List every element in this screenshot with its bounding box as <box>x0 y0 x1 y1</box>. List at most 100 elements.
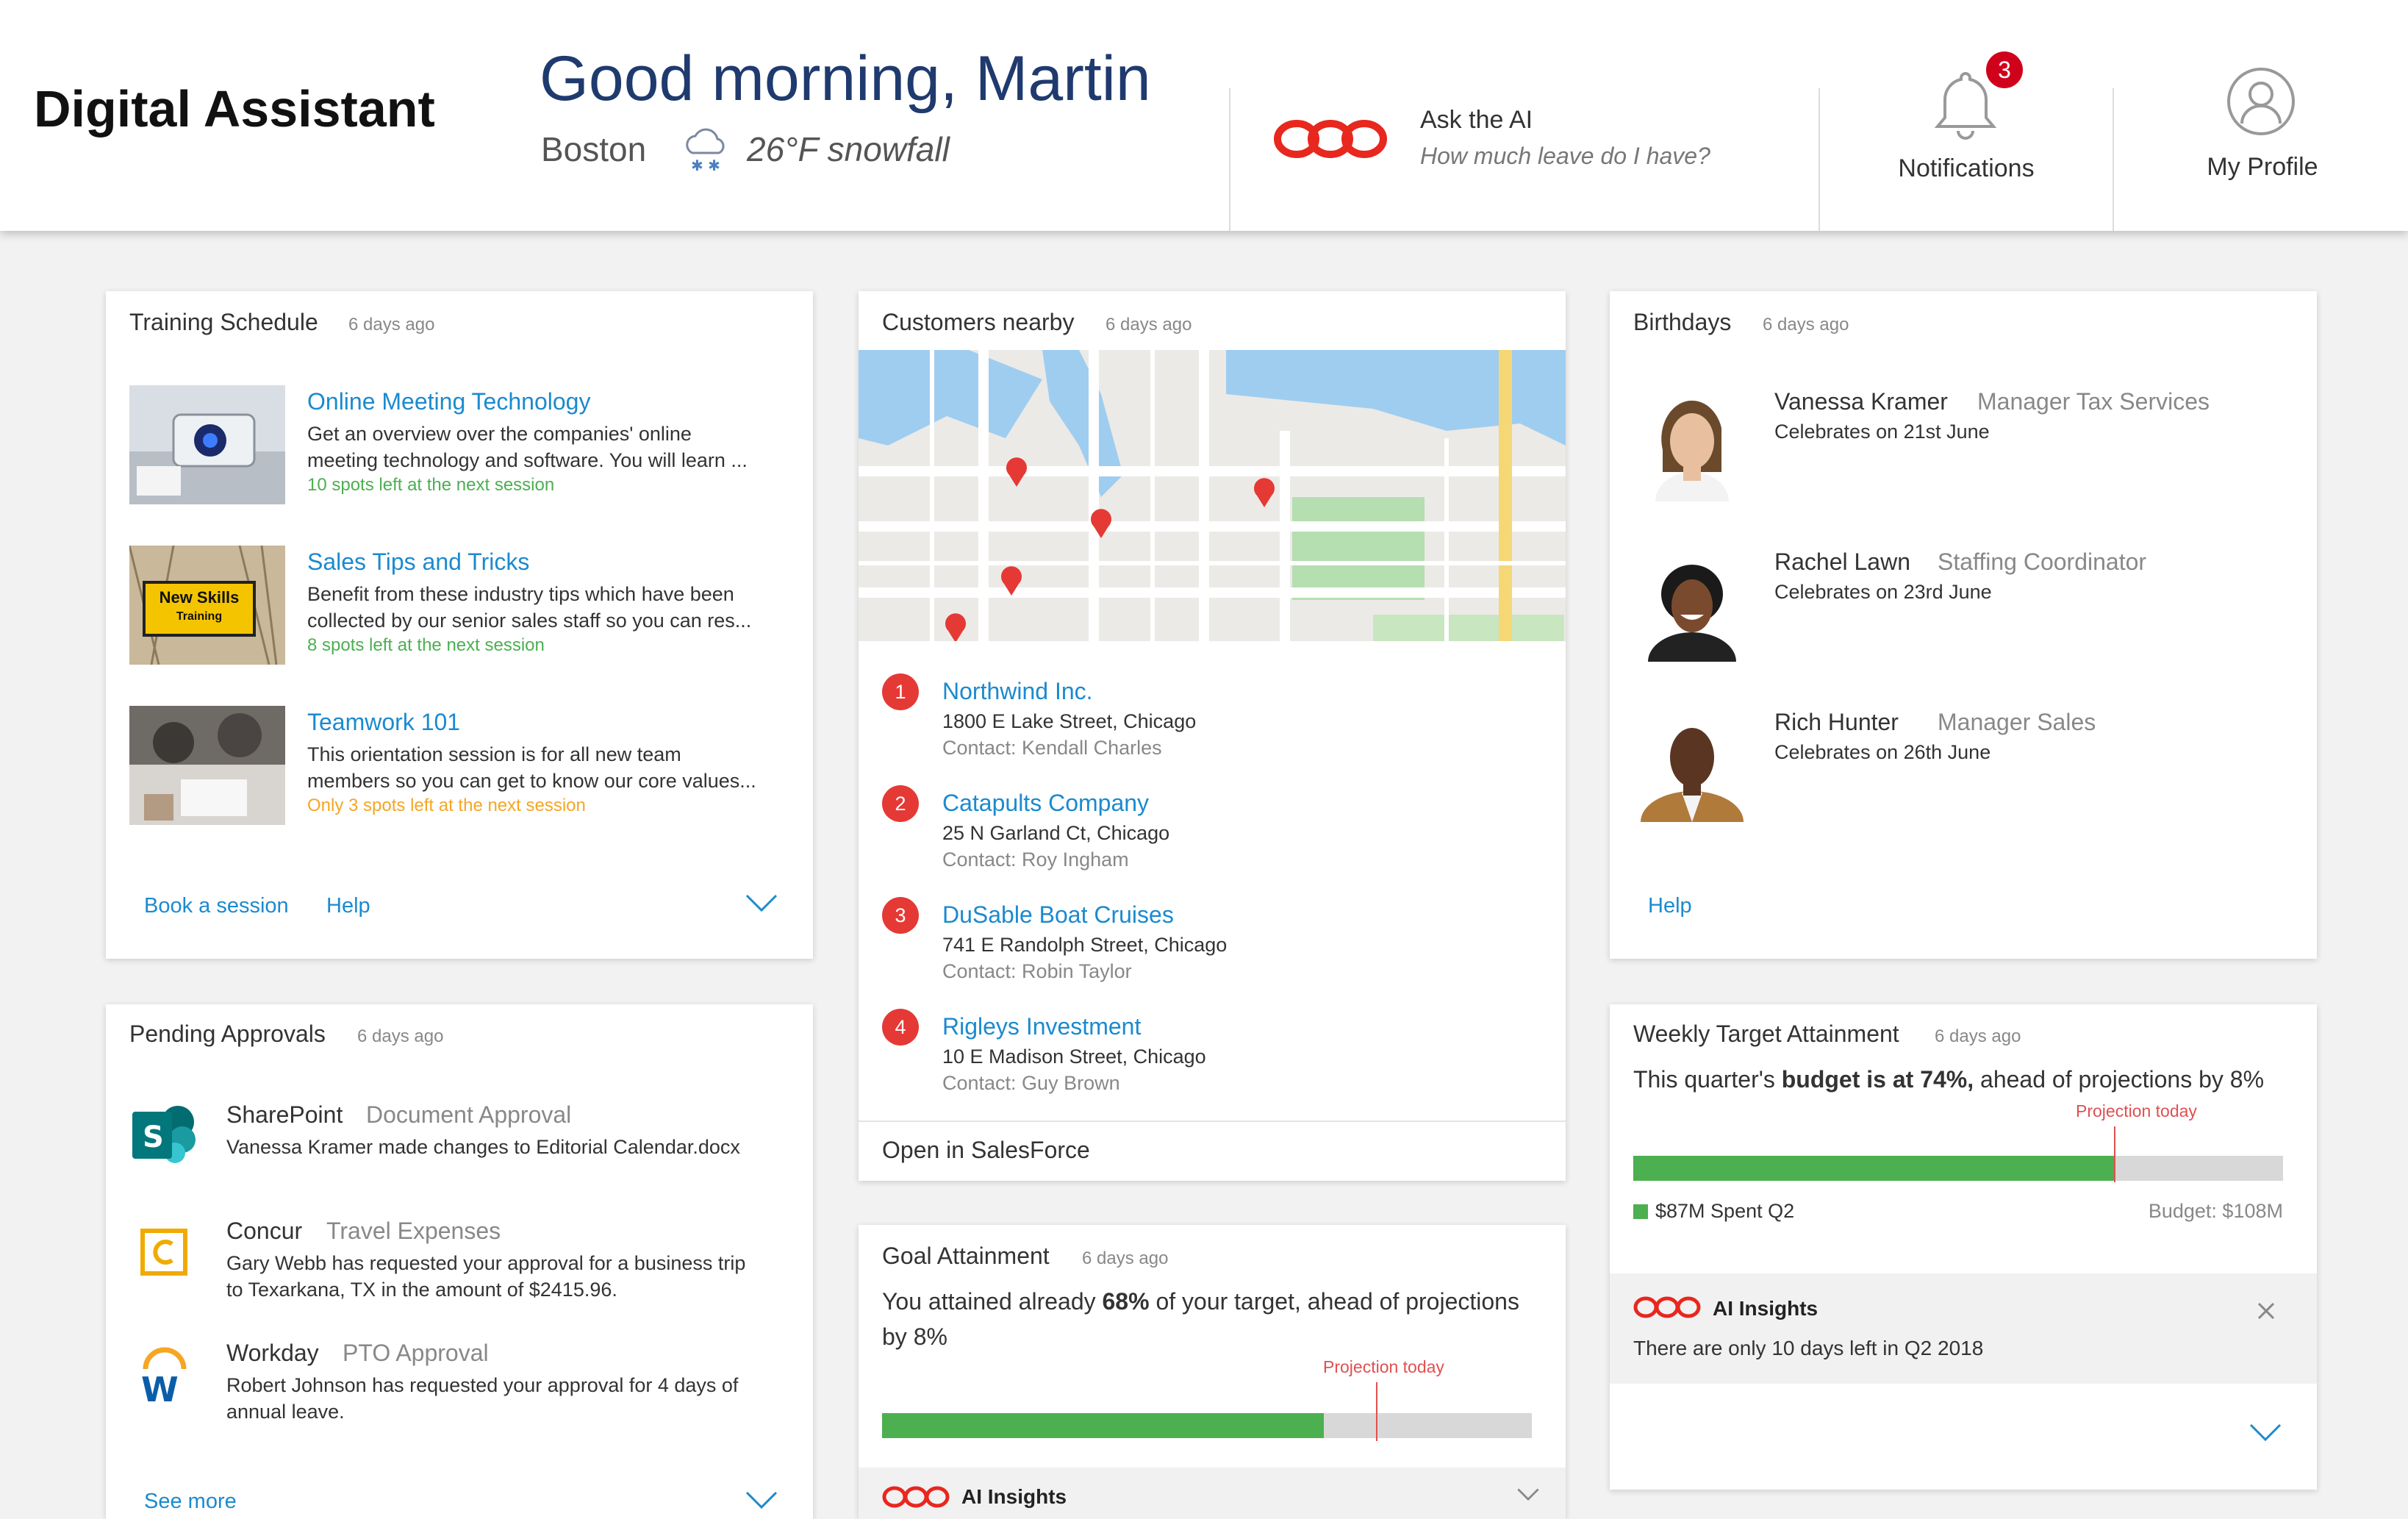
birthday-date: Celebrates on 21st June <box>1774 421 1990 443</box>
bell-icon[interactable] <box>1929 66 2002 143</box>
concur-logo-icon <box>140 1229 187 1276</box>
ai-logo-icon <box>1274 120 1387 158</box>
spots-left-label: 10 spots left at the next session <box>307 475 555 495</box>
chevron-down-icon[interactable] <box>1517 1488 1539 1501</box>
training-thumbnail[interactable] <box>129 385 285 504</box>
top-header: Digital Assistant Good morning, Martin B… <box>0 0 2408 231</box>
header-divider <box>1229 88 1230 231</box>
training-title[interactable]: Online Meeting Technology <box>307 388 591 415</box>
card-age: 6 days ago <box>1106 315 1192 335</box>
projection-label: Projection today <box>1323 1357 1444 1376</box>
spent-legend-swatch <box>1633 1204 1648 1219</box>
card-age: 6 days ago <box>348 315 435 335</box>
training-thumbnail[interactable] <box>129 706 285 825</box>
notifications-label[interactable]: Notifications <box>1898 154 2035 182</box>
approval-app-name[interactable]: Workday <box>226 1340 319 1366</box>
customer-contact: Contact: Guy Brown <box>942 1072 1120 1094</box>
person-name[interactable]: Vanessa Kramer <box>1774 388 1948 415</box>
training-title[interactable]: Sales Tips and Tricks <box>307 548 530 575</box>
teamwork-photo-icon <box>129 706 285 825</box>
customer-name[interactable]: Catapults Company <box>942 790 1150 816</box>
user-avatar-icon[interactable] <box>2226 66 2296 137</box>
customer-address: 741 E Randolph Street, Chicago <box>942 934 1228 956</box>
help-link[interactable]: Help <box>1648 894 1692 918</box>
ai-insights-panel: AI Insights There are only 10 days left … <box>1610 1273 2317 1384</box>
avatar[interactable] <box>1633 384 1751 501</box>
training-title[interactable]: Teamwork 101 <box>307 709 461 735</box>
approval-description: Gary Webb has requested your approval fo… <box>226 1252 746 1274</box>
card-title: Pending Approvals <box>129 1021 326 1047</box>
ask-ai-title[interactable]: Ask the AI <box>1420 106 1533 134</box>
help-link[interactable]: Help <box>326 894 370 918</box>
open-in-salesforce-link[interactable]: Open in SalesForce <box>882 1137 1090 1163</box>
ai-insights-label: AI Insights <box>1713 1297 1818 1320</box>
approval-description: Vanessa Kramer made changes to Editorial… <box>226 1136 740 1158</box>
approval-description: Robert Johnson has requested your approv… <box>226 1374 739 1396</box>
spots-left-label: Only 3 spots left at the next session <box>307 796 586 815</box>
birthdays-card: Birthdays 6 days ago Vanessa Kramer Mana… <box>1610 291 2317 959</box>
card-title: Weekly Target Attainment <box>1633 1021 1899 1047</box>
svg-text:✱ ✱: ✱ ✱ <box>691 157 720 174</box>
goal-attainment-card: Goal Attainment 6 days ago You attained … <box>859 1225 1566 1519</box>
card-age: 6 days ago <box>1763 315 1849 335</box>
customer-marker: 4 <box>882 1009 919 1046</box>
training-description: collected by our senior sales staff so y… <box>307 610 752 632</box>
goal-summary-line2: by 8% <box>882 1323 947 1350</box>
customer-name[interactable]: Rigleys Investment <box>942 1013 1142 1040</box>
person-name[interactable]: Rachel Lawn <box>1774 548 1910 575</box>
training-thumbnail[interactable]: New Skills Training <box>129 546 285 665</box>
app-title: Digital Assistant <box>34 80 435 137</box>
ai-insights-text: There are only 10 days left in Q2 2018 <box>1633 1337 1984 1359</box>
training-description: This orientation session is for all new … <box>307 743 681 765</box>
sharepoint-logo-icon: S <box>132 1106 196 1163</box>
spots-left-label: 8 spots left at the next session <box>307 635 545 655</box>
person-photo-icon <box>1633 384 1751 501</box>
approval-app-name[interactable]: Concur <box>226 1218 303 1244</box>
customer-contact: Contact: Kendall Charles <box>942 737 1162 759</box>
see-more-link[interactable]: See more <box>144 1490 237 1513</box>
customers-map[interactable] <box>859 350 1566 641</box>
birthday-date: Celebrates on 26th June <box>1774 741 1991 763</box>
training-description: Benefit from these industry tips which h… <box>307 583 734 605</box>
avatar[interactable] <box>1633 704 1751 822</box>
customer-address: 25 N Garland Ct, Chicago <box>942 822 1170 844</box>
header-divider <box>1818 88 1820 231</box>
customer-name[interactable]: DuSable Boat Cruises <box>942 901 1174 928</box>
person-role: Manager Sales <box>1938 709 2096 735</box>
goal-progress-fill <box>882 1413 1325 1438</box>
card-title: Customers nearby <box>882 309 1075 335</box>
ai-insights-label: AI Insights <box>961 1485 1067 1508</box>
approval-type: Travel Expenses <box>326 1218 501 1244</box>
approval-app-name[interactable]: SharePoint <box>226 1101 343 1128</box>
chevron-down-icon[interactable] <box>745 1491 778 1510</box>
customer-marker: 3 <box>882 897 919 934</box>
new-skills-sign-icon <box>129 546 285 665</box>
book-session-link[interactable]: Book a session <box>144 894 289 918</box>
notification-count-badge: 3 <box>1986 51 2023 88</box>
location-label: Boston <box>541 130 647 168</box>
sign-text: New Skills <box>159 588 240 607</box>
customer-name[interactable]: Northwind Inc. <box>942 678 1093 704</box>
chevron-down-icon[interactable] <box>745 894 778 913</box>
svg-text:W: W <box>141 1370 179 1406</box>
projection-marker <box>2114 1126 2116 1182</box>
card-age: 6 days ago <box>357 1026 444 1046</box>
training-description: meeting technology and software. You wil… <box>307 449 748 471</box>
person-name[interactable]: Rich Hunter <box>1774 709 1899 735</box>
spent-label: $87M Spent Q2 <box>1655 1200 1795 1222</box>
ask-ai-sample-question[interactable]: How much leave do I have? <box>1420 143 1710 169</box>
projection-marker <box>1375 1382 1377 1441</box>
my-profile-label[interactable]: My Profile <box>2207 153 2318 181</box>
person-role: Staffing Coordinator <box>1938 548 2147 575</box>
avatar[interactable] <box>1633 544 1751 662</box>
close-icon[interactable] <box>2257 1301 2276 1320</box>
weather-label: 26°F snowfall <box>747 130 950 168</box>
person-photo-icon <box>1633 704 1751 822</box>
ai-insights-bar: AI Insights <box>859 1468 1566 1519</box>
approval-type: Document Approval <box>366 1101 572 1128</box>
training-schedule-card: Training Schedule 6 days ago Online Meet… <box>106 291 813 959</box>
person-photo-icon <box>1633 544 1751 662</box>
chevron-down-icon[interactable] <box>2249 1423 2282 1443</box>
card-age: 6 days ago <box>1082 1248 1169 1268</box>
customer-marker: 1 <box>882 673 919 710</box>
